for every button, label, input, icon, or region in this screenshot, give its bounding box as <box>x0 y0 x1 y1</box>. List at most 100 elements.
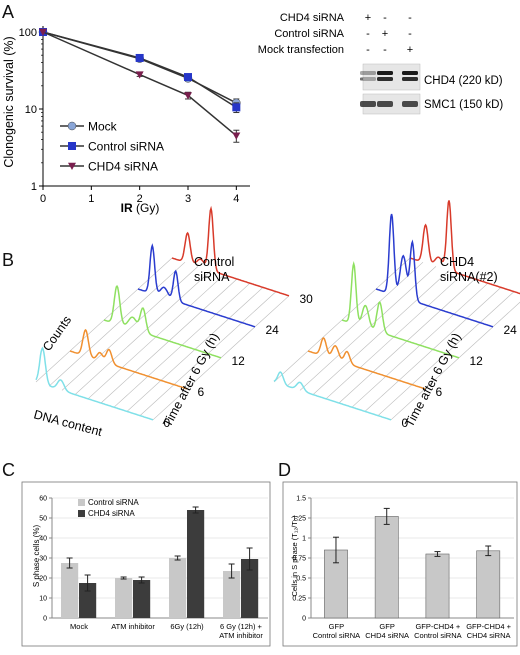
flow-waterfall-chd4-plot: 30 24 12 6 0 <box>273 200 520 430</box>
flow-title-chd4: CHD4 siRNA(#2) <box>440 255 498 284</box>
series-control-sirna <box>39 28 241 114</box>
category-label: ATM inhibitor <box>219 631 263 640</box>
category-label: 6Gy (12h) <box>170 622 204 631</box>
survival-x-axis-label: IR (Gy) <box>121 201 160 215</box>
category-label: GFP-CHD4 + <box>415 622 460 631</box>
flow-y-label-control: Counts <box>40 313 74 353</box>
data-point <box>39 28 47 36</box>
s-phase-ratio-chart-bars <box>324 507 501 619</box>
x-axis-label-unit: (Gy) <box>133 201 160 215</box>
flow-timepoint-label: 0 <box>164 416 171 430</box>
flow-histogram-30h <box>171 205 290 297</box>
panel-label-a: A <box>2 2 14 22</box>
y-tick-label: 0 <box>43 616 47 623</box>
chd4-band-upper <box>402 71 418 75</box>
flow-z-label-control: Time after 6 Gy (h) <box>160 331 221 430</box>
category-label: Control siRNA <box>414 631 462 640</box>
flow-histogram-6h <box>307 337 426 390</box>
flow-waterfall-control-plot: 30 24 12 6 0 <box>35 205 314 430</box>
series-line <box>42 31 237 109</box>
data-point <box>135 71 144 79</box>
blot-sign-grid: + - -- + -- - + <box>365 12 413 56</box>
flow-timepoint-label: 6 <box>436 385 443 399</box>
series-mock <box>38 27 241 108</box>
flow-grid-line <box>312 270 450 395</box>
chd4-band-lower <box>402 77 418 81</box>
category-label: ATM inhibitor <box>111 622 155 631</box>
x-tick-label: 4 <box>233 193 239 205</box>
survival-chart-series <box>38 27 241 143</box>
bar-atm-inhibitor-chd4-sirna <box>133 580 151 618</box>
y-tick-label: 60 <box>39 496 47 503</box>
blot-sign: - <box>383 12 387 24</box>
y-tick-label: 20 <box>39 576 47 583</box>
y-tick-label: 1 <box>31 181 37 193</box>
blot-sign: - <box>408 12 412 24</box>
s-phase-chart-legend: Control siRNA CHD4 siRNA <box>78 498 139 518</box>
flow-title-control-line1: Control <box>194 255 234 269</box>
category-label: Mock <box>70 622 88 631</box>
legend-marker <box>68 162 76 170</box>
series-chd4-sirna <box>39 28 241 143</box>
s-phase-chart-axes: 0 10 20 30 40 50 60 Mock ATM inhibitor 6Gy (12h) 6… <box>39 496 268 640</box>
flow-title-chd4-line2: siRNA(#2) <box>440 270 498 284</box>
data-point <box>184 73 192 82</box>
panel-label-b: B <box>2 250 14 270</box>
y-tick-label: 50 <box>39 516 47 523</box>
smc1-band <box>360 101 376 107</box>
flow-title-control-line2: siRNA <box>194 270 230 284</box>
flow-timepoint-label: 12 <box>232 354 246 368</box>
s-phase-chart-bars <box>61 506 259 618</box>
data-point <box>135 53 144 62</box>
flow-histogram-30h <box>409 200 520 295</box>
category-label: GFP-CHD4 + <box>466 622 511 631</box>
survival-y-axis-label: Clonogenic survival (%) <box>2 36 16 167</box>
y-tick-label: 0.75 <box>292 556 306 563</box>
y-tick-label: 0.5 <box>296 576 306 583</box>
blot-sign: - <box>383 44 387 56</box>
bar-6-gy-12h-atm-inhibitor-control-sirna <box>223 571 241 618</box>
s-phase-ratio-chart-frame <box>282 481 518 647</box>
legend-marker <box>67 121 77 131</box>
flow-timepoint-label: 30 <box>300 292 314 306</box>
series-line <box>42 31 237 137</box>
flow-timepoint-label: 0 <box>402 416 409 430</box>
flow-waterfall-control: 30 24 12 6 0 Control siRNA Counts DNA content… <box>32 205 314 439</box>
legend-swatch <box>78 510 85 517</box>
smc1-band <box>377 101 393 107</box>
blot-sign: + <box>382 28 388 40</box>
legend-label-control-sirna: Control siRNA <box>88 140 164 154</box>
flow-z-label-chd4: Time after 6 Gy (h) <box>402 331 463 430</box>
flow-histogram-0h <box>273 371 392 421</box>
western-blot: CHD4 siRNA Control siRNA Mock transfecti… <box>258 12 503 115</box>
bar-6gy-12h-chd4-sirna <box>187 510 205 618</box>
flow-grid-line <box>61 266 199 391</box>
y-tick-label: 100 <box>19 27 37 39</box>
legend-swatch <box>78 499 85 506</box>
category-label: CHD4 siRNA <box>467 631 511 640</box>
blot-sign: + <box>407 44 413 56</box>
y-tick-label: 0 <box>302 616 306 623</box>
s-phase-chart-frame <box>21 481 271 647</box>
blot-sign: - <box>366 44 370 56</box>
panel-label-d: D <box>278 460 291 480</box>
y-tick-label: 10 <box>25 104 37 116</box>
flow-title-chd4-line1: CHD4 <box>440 255 474 269</box>
blot-condition-mock-transfection: Mock transfection <box>258 44 344 56</box>
data-point <box>232 103 241 112</box>
blot-condition-chd4-sirna: CHD4 siRNA <box>280 12 345 24</box>
flow-histogram-12h <box>341 261 460 359</box>
y-tick-label: 40 <box>39 536 47 543</box>
blot-sign: - <box>408 28 412 40</box>
legend-label-mock: Mock <box>88 120 118 134</box>
flow-grid-line <box>74 270 212 395</box>
bar-gfp-chd4-control-sirna <box>425 553 450 619</box>
bar-atm-inhibitor-control-sirna <box>115 578 133 618</box>
bar-gfp-chd4-chd4-sirna <box>476 550 501 619</box>
series-line <box>42 31 237 104</box>
